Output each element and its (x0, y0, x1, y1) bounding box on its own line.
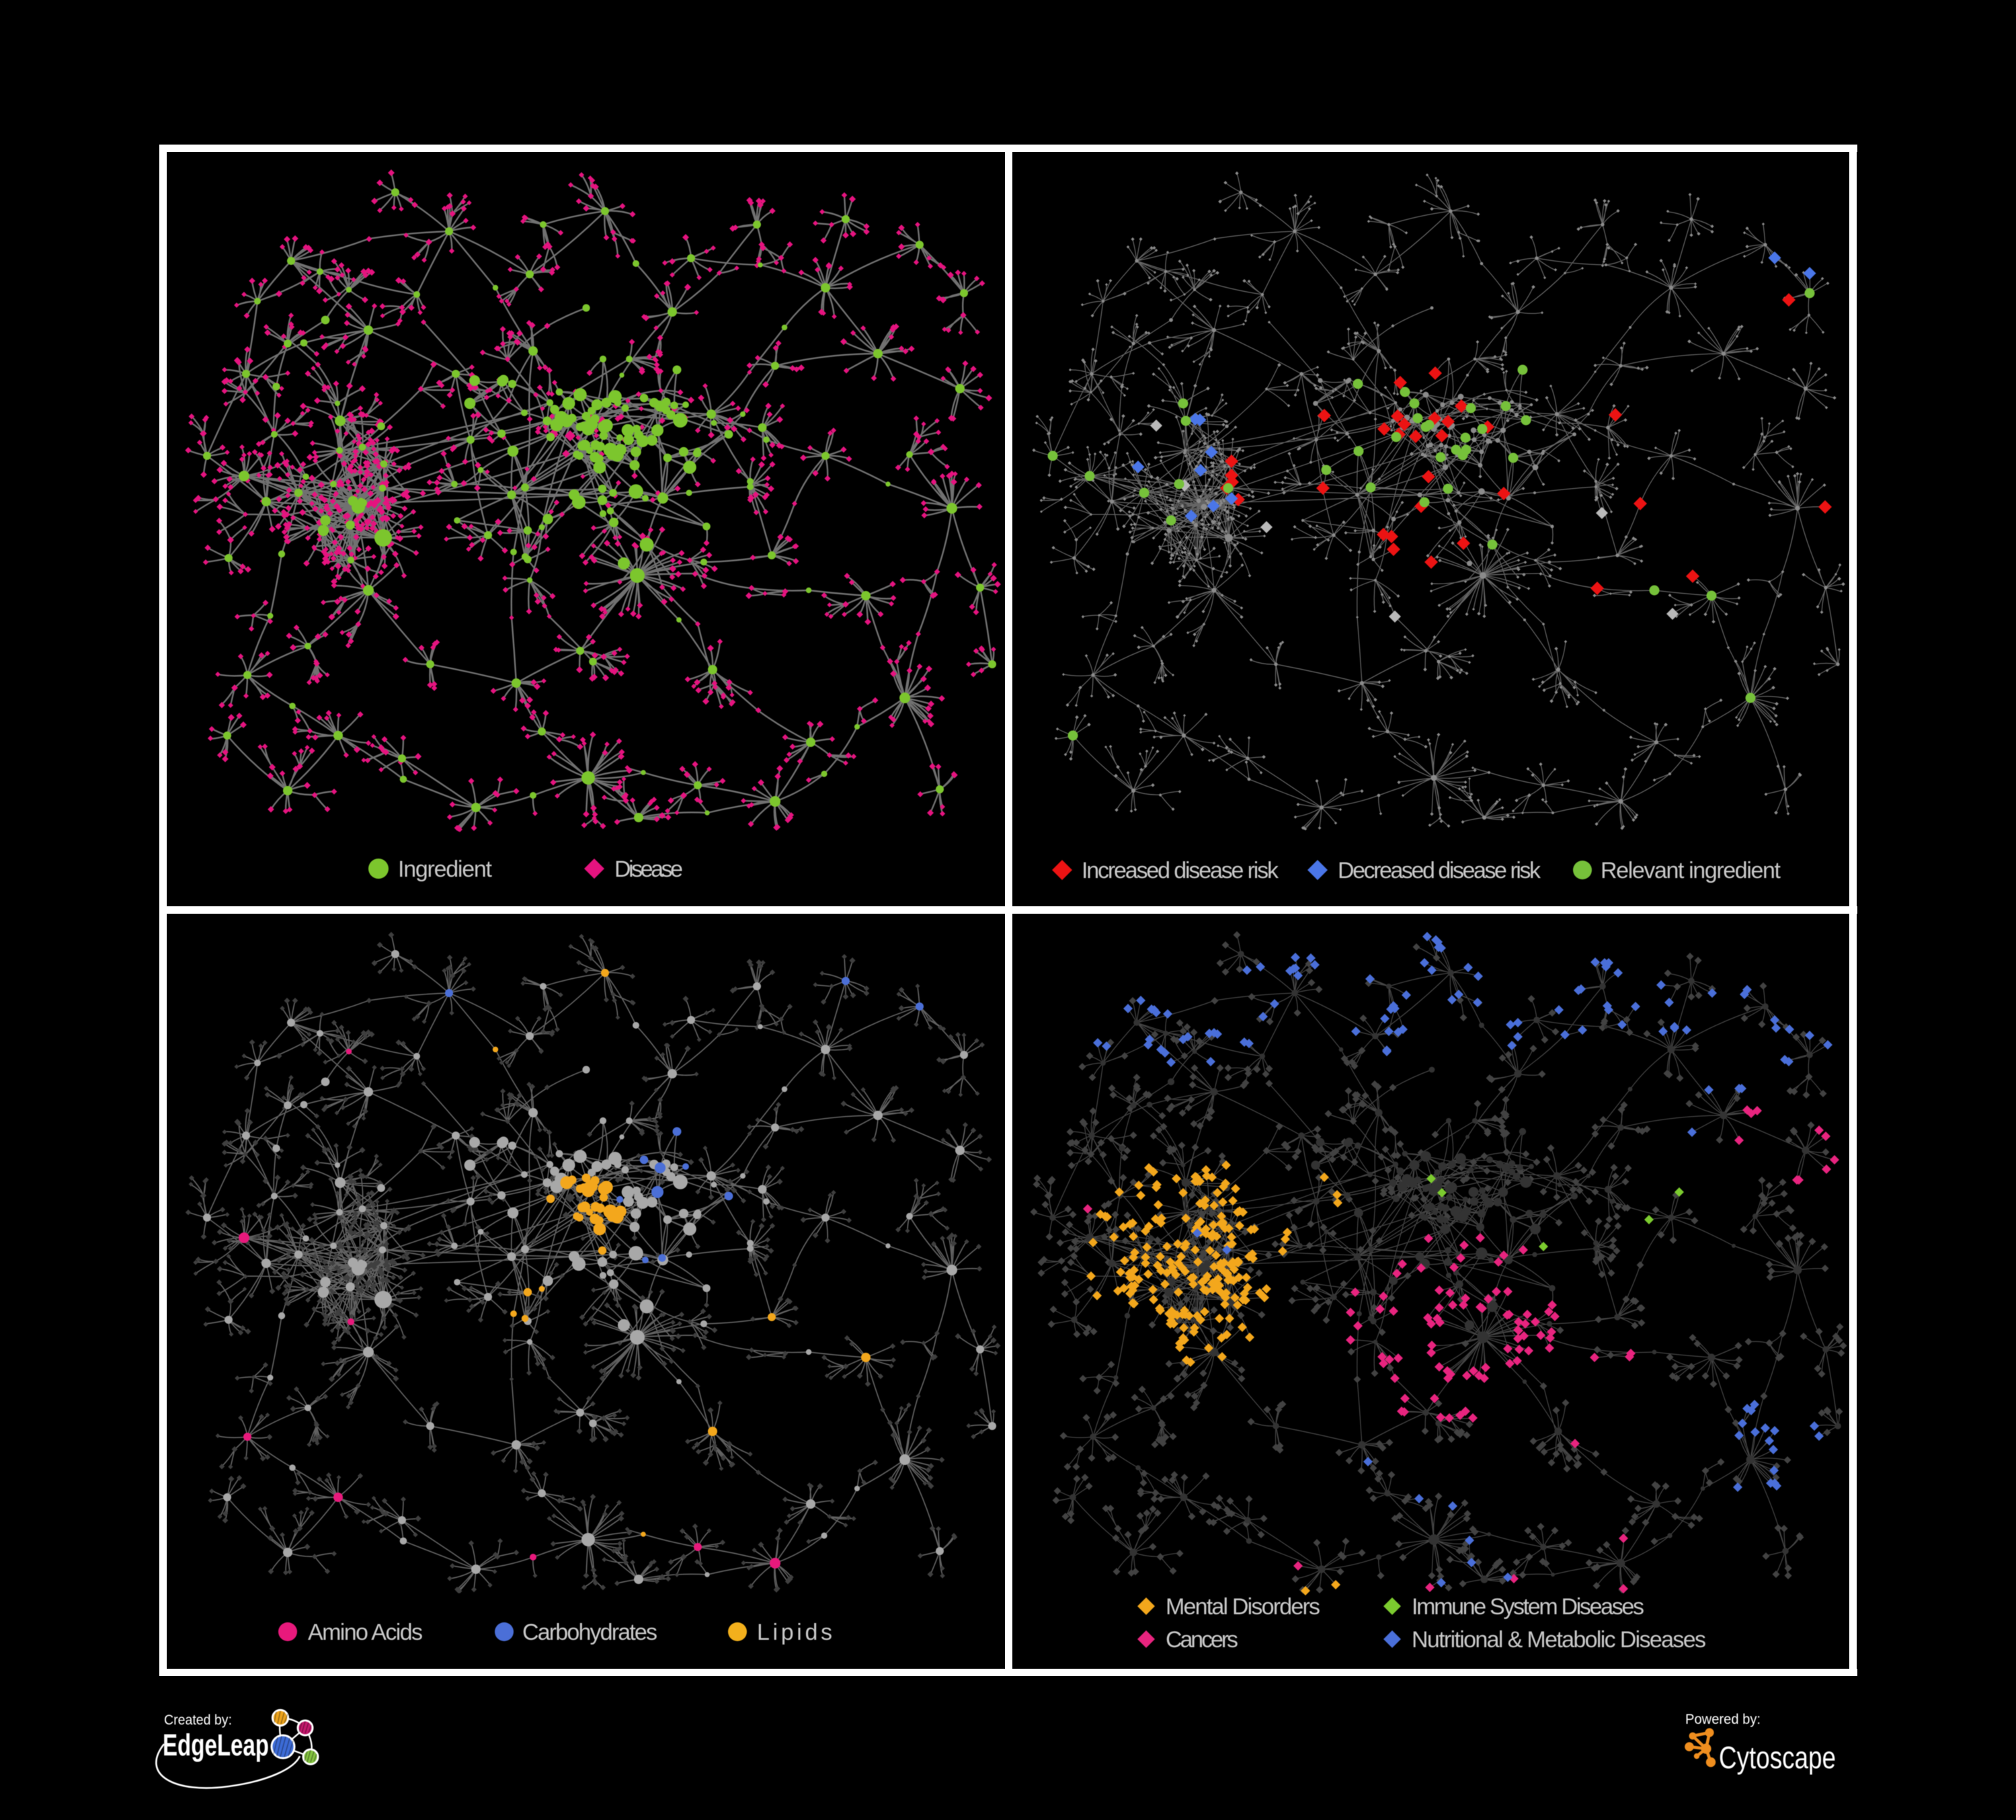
svg-text:EdgeLeap: EdgeLeap (163, 1728, 269, 1762)
svg-text:Increased disease risk: Increased disease risk (1082, 858, 1279, 883)
svg-text:Decreased disease risk: Decreased disease risk (1338, 858, 1541, 883)
svg-text:Nutritional & Metabolic Diseas: Nutritional & Metabolic Diseases (1412, 1627, 1706, 1653)
svg-text:Ingredient: Ingredient (398, 857, 493, 882)
svg-text:Lipids: Lipids (757, 1620, 832, 1645)
svg-text:Amino Acids: Amino Acids (308, 1620, 423, 1645)
svg-text:Relevant ingredient: Relevant ingredient (1601, 858, 1781, 883)
svg-text:Carbohydrates: Carbohydrates (522, 1620, 657, 1645)
svg-text:Immune System Diseases: Immune System Diseases (1412, 1594, 1644, 1620)
svg-text:Mental Disorders: Mental Disorders (1166, 1594, 1320, 1620)
svg-text:Disease: Disease (614, 857, 683, 882)
svg-text:Cancers: Cancers (1166, 1627, 1238, 1653)
svg-text:Cytoscape: Cytoscape (1719, 1740, 1836, 1775)
svg-text:Powered by:: Powered by: (1685, 1712, 1761, 1727)
svg-text:Created by:: Created by: (164, 1712, 232, 1728)
